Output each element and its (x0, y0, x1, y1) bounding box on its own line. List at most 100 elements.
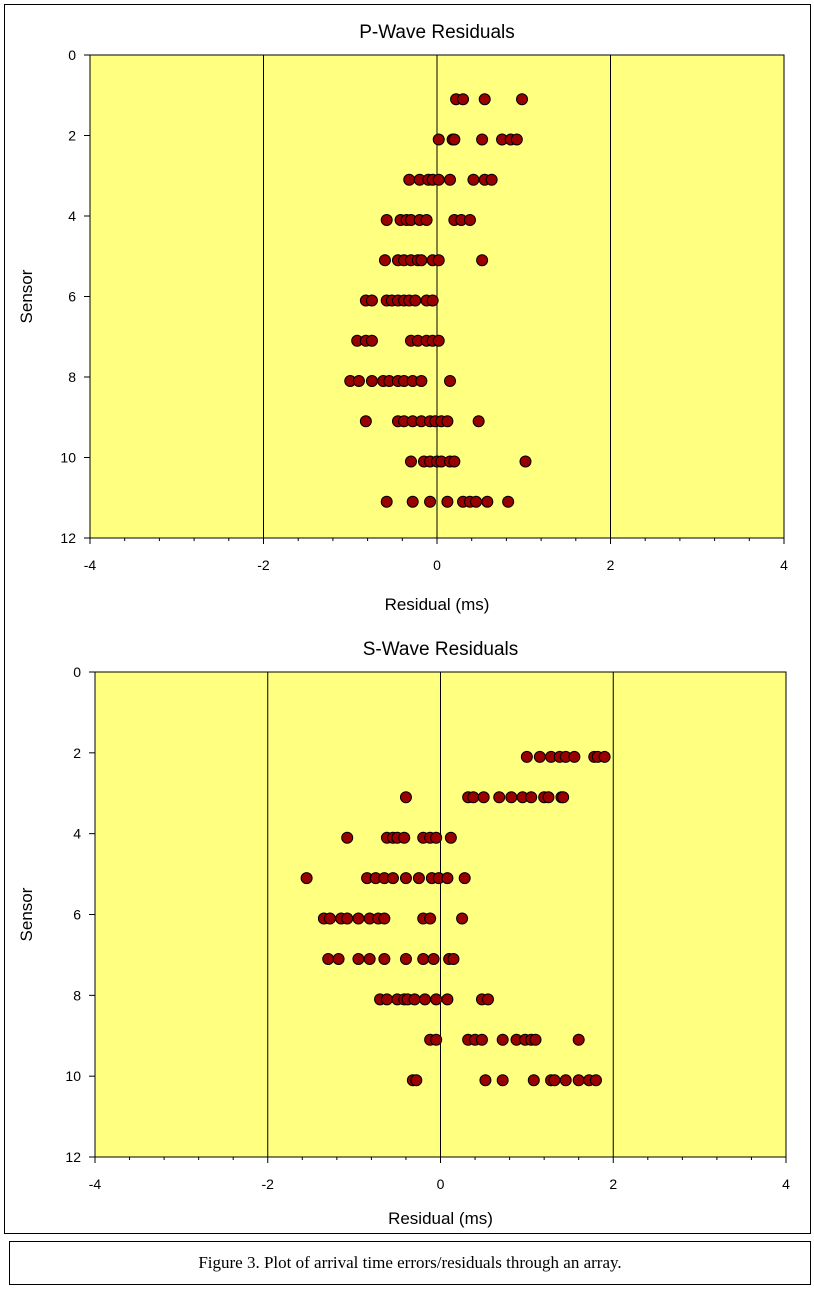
data-point (457, 93, 470, 106)
data-point (441, 495, 454, 508)
data-point (496, 1074, 509, 1087)
data-point (404, 455, 417, 468)
y-tick-label: 6 (68, 289, 76, 305)
data-point (447, 952, 460, 965)
data-point (365, 294, 378, 307)
x-tick-label: 2 (607, 557, 615, 573)
data-point (470, 495, 483, 508)
y-tick-label: 12 (65, 1149, 81, 1165)
data-point (441, 993, 454, 1006)
data-point (476, 254, 489, 267)
data-point (493, 791, 506, 804)
data-point (432, 334, 445, 347)
data-point (409, 294, 422, 307)
data-point (548, 1074, 561, 1087)
data-point (572, 1033, 585, 1046)
x-tick-label: -2 (257, 557, 270, 573)
y-tick-label: 4 (73, 826, 81, 842)
data-point (478, 93, 491, 106)
data-point (482, 993, 495, 1006)
x-axis-label: Residual (ms) (388, 1209, 493, 1228)
y-tick-label: 0 (73, 664, 81, 680)
data-point (399, 791, 412, 804)
x-tick-label: -2 (262, 1176, 275, 1192)
data-point (589, 1074, 602, 1087)
data-point (420, 214, 433, 227)
data-point (352, 912, 365, 925)
data-point (477, 791, 490, 804)
y-tick-label: 10 (60, 450, 76, 466)
data-point (341, 912, 354, 925)
data-point (472, 415, 485, 428)
data-point (444, 831, 457, 844)
data-point (525, 791, 538, 804)
x-tick-label: 0 (433, 557, 441, 573)
data-point (365, 334, 378, 347)
x-tick-label: -4 (84, 557, 97, 573)
data-point (519, 455, 532, 468)
data-point (542, 791, 555, 804)
data-point (323, 912, 336, 925)
x-tick-label: 4 (782, 1176, 790, 1192)
data-point (559, 1074, 572, 1087)
data-point (406, 495, 419, 508)
x-axis-label: Residual (ms) (385, 595, 490, 614)
data-point (408, 993, 421, 1006)
data-point (417, 952, 430, 965)
x-tick-label: 4 (780, 557, 788, 573)
y-tick-label: 8 (68, 369, 76, 385)
data-point (475, 1033, 488, 1046)
data-point (479, 1074, 492, 1087)
data-point (427, 952, 440, 965)
data-point (441, 415, 454, 428)
y-tick-label: 4 (68, 208, 76, 224)
data-point (533, 750, 546, 763)
data-point (496, 1033, 509, 1046)
data-point (398, 831, 411, 844)
data-point (448, 455, 461, 468)
data-point (557, 791, 570, 804)
chart-p-wave: -4 -2 0 2 4 0 2 4 6 8 10 12 P-Wave Residuals Residual… (17, 22, 788, 614)
data-point (380, 993, 393, 1006)
data-point (432, 173, 445, 186)
data-point (386, 872, 399, 885)
data-point (415, 254, 428, 267)
x-tick-label: 0 (437, 1176, 445, 1192)
data-point (456, 912, 469, 925)
y-axis-label: Sensor (17, 269, 36, 323)
data-point (352, 375, 365, 388)
data-point (510, 133, 523, 146)
data-point (365, 375, 378, 388)
data-point (359, 415, 372, 428)
data-point (380, 495, 393, 508)
data-point (322, 952, 335, 965)
data-point (399, 952, 412, 965)
data-point (341, 831, 354, 844)
data-point (598, 750, 611, 763)
data-point (458, 872, 471, 885)
x-tick-label: 2 (609, 1176, 617, 1192)
data-point (520, 750, 533, 763)
data-point (363, 952, 376, 965)
residual-charts: -4 -2 0 2 4 0 2 4 6 8 10 12 P-Wave Residuals Residual… (17, 22, 790, 1228)
data-point (481, 495, 494, 508)
data-point (378, 254, 391, 267)
data-point (568, 750, 581, 763)
data-point (467, 173, 480, 186)
y-tick-label: 10 (65, 1068, 81, 1084)
data-point (572, 1074, 585, 1087)
x-tick-label: -4 (89, 1176, 102, 1192)
data-point (332, 952, 345, 965)
data-point (467, 791, 480, 804)
data-point (378, 952, 391, 965)
data-point (380, 214, 393, 227)
data-point (352, 952, 365, 965)
data-point (432, 133, 445, 146)
data-point (430, 993, 443, 1006)
data-point (516, 93, 529, 106)
data-point (502, 495, 515, 508)
data-point (444, 173, 457, 186)
chart-title: S-Wave Residuals (363, 639, 519, 660)
y-tick-label: 8 (73, 987, 81, 1003)
figure-caption: Figure 3. Plot of arrival time errors/re… (198, 1253, 622, 1272)
